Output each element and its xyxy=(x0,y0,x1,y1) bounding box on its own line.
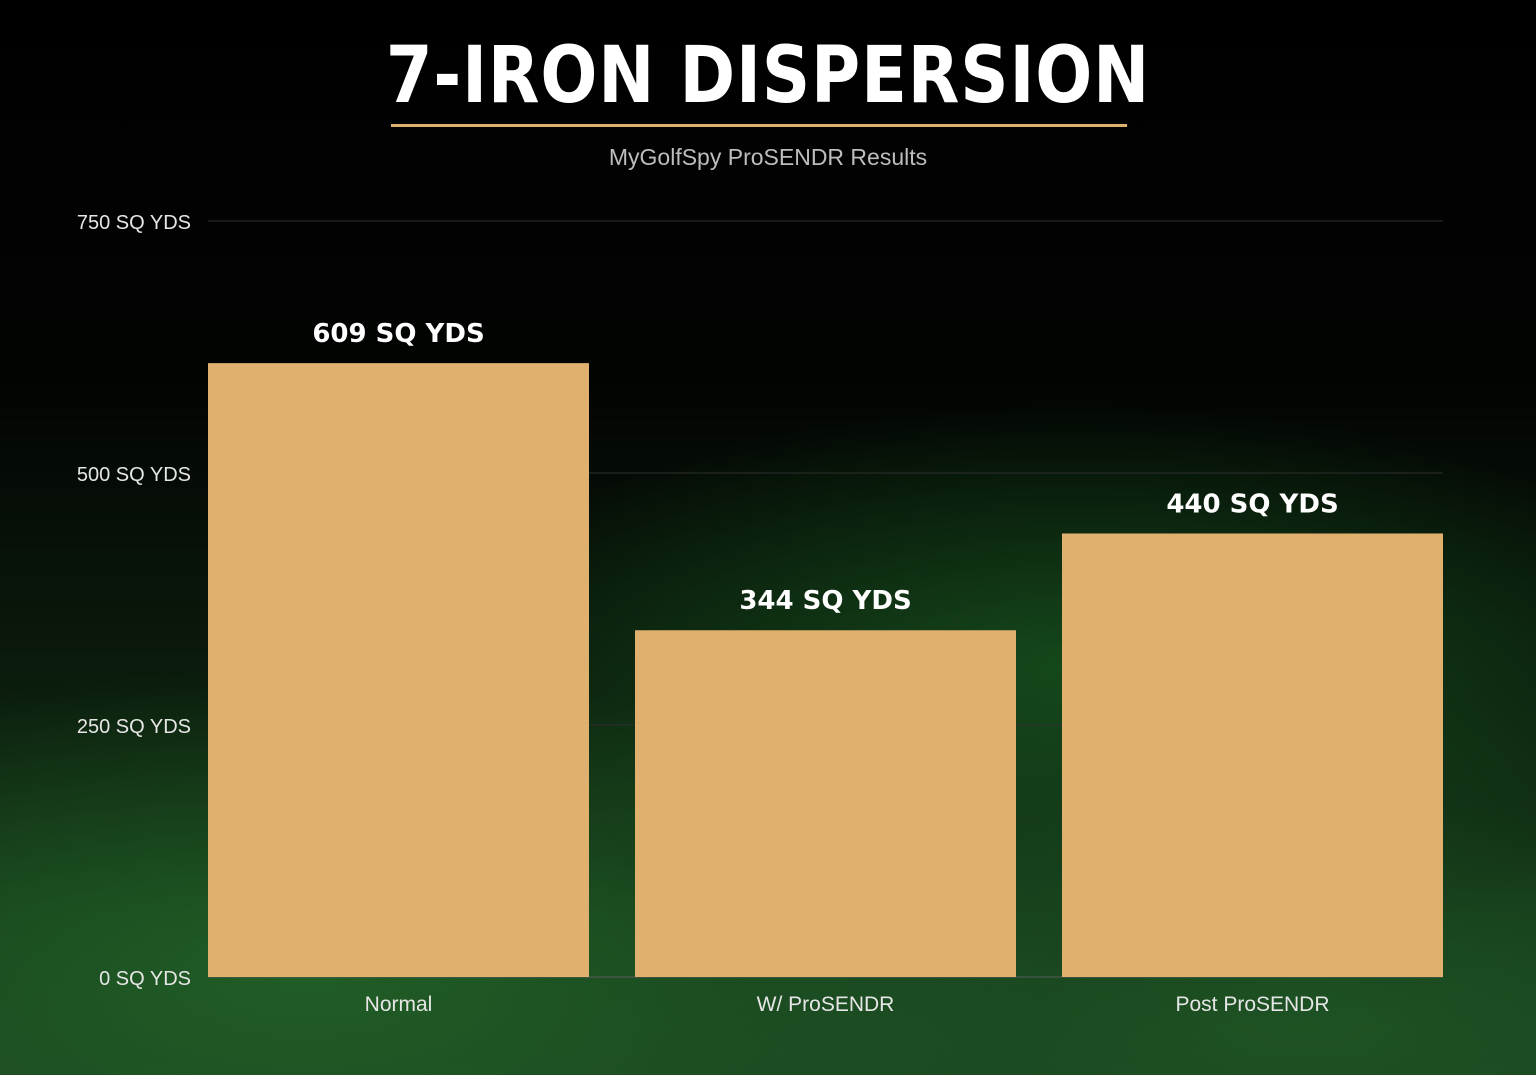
bar xyxy=(1062,533,1443,977)
y-tick-label: 0 SQ YDS xyxy=(99,968,191,990)
data-label: 344 SQ YDS xyxy=(739,586,911,616)
x-tick-label: Normal xyxy=(365,993,433,1016)
title-underline xyxy=(391,124,1127,127)
y-tick-label: 750 SQ YDS xyxy=(77,212,191,234)
x-tick-label: Post ProSENDR xyxy=(1175,993,1329,1016)
y-tick-label: 250 SQ YDS xyxy=(77,716,191,738)
y-tick-label: 500 SQ YDS xyxy=(77,464,191,486)
chart-subtitle: MyGolfSpy ProSENDR Results xyxy=(608,144,928,170)
bar xyxy=(208,363,589,977)
x-tick-label: W/ ProSENDR xyxy=(757,993,895,1016)
data-label: 609 SQ YDS xyxy=(312,319,484,349)
chart-title: 7-IRON DISPERSION xyxy=(385,31,1151,121)
data-label: 440 SQ YDS xyxy=(1166,489,1338,519)
bar xyxy=(635,630,1016,977)
